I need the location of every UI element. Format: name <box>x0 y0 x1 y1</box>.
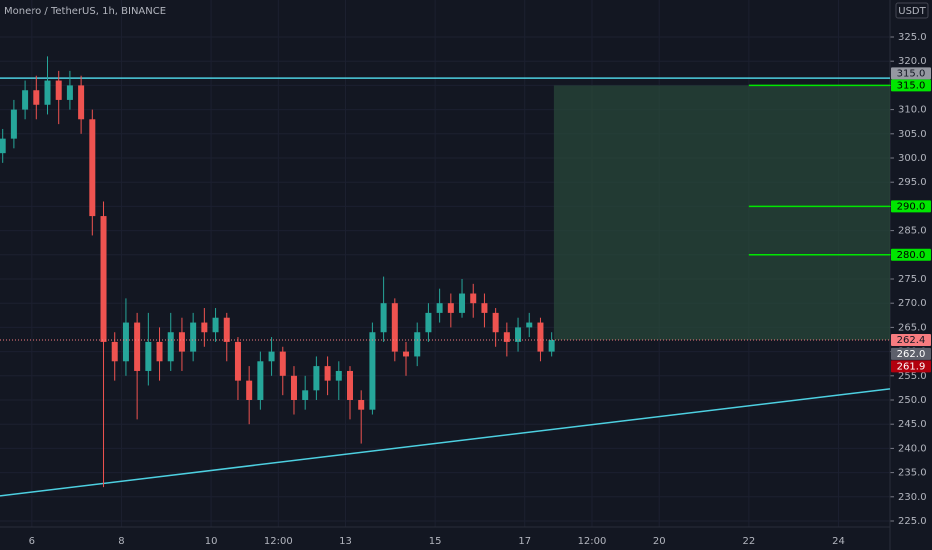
candle-body <box>111 341 118 362</box>
candle-body <box>10 109 17 139</box>
x-tick-label: 13 <box>339 536 352 547</box>
candle-body <box>459 293 466 313</box>
candle-body <box>22 90 29 110</box>
price-label-bg <box>891 347 931 360</box>
y-tick-label: 240.0 <box>898 443 927 454</box>
candle-body <box>167 332 174 362</box>
candle-body <box>201 322 208 333</box>
x-tick-label: 6 <box>29 536 35 547</box>
price-label: 262.4 <box>897 335 926 346</box>
candle-body <box>212 317 219 333</box>
price-label-bg <box>891 360 931 373</box>
candle-body <box>290 375 297 400</box>
candle-body <box>302 390 309 400</box>
candle-body <box>134 322 141 371</box>
y-tick-label: 270.0 <box>898 298 927 309</box>
candle-body <box>178 332 185 352</box>
currency-label: USDT <box>898 6 926 17</box>
y-tick-label: 285.0 <box>898 226 927 237</box>
candle-body <box>89 119 96 217</box>
candle-body <box>156 341 163 362</box>
candle-body <box>100 216 107 342</box>
price-label: 262.0 <box>897 349 926 360</box>
y-tick-label: 230.0 <box>898 492 927 503</box>
y-tick-label: 305.0 <box>898 129 927 140</box>
x-tick-label: 10 <box>205 536 218 547</box>
position-box <box>553 85 890 340</box>
x-tick-label: 12:00 <box>578 536 607 547</box>
price-label-bg <box>891 200 931 213</box>
candle-body <box>33 90 40 105</box>
candle-body <box>246 380 253 400</box>
y-tick-label: 275.0 <box>898 274 927 285</box>
y-tick-label: 310.0 <box>898 105 927 116</box>
candle-body <box>279 351 286 376</box>
candle-body <box>358 400 365 410</box>
candle-body <box>190 322 197 352</box>
x-tick-label: 8 <box>118 536 124 547</box>
price-label: 261.9 <box>897 361 926 372</box>
candle-body <box>537 322 544 352</box>
currency-box <box>895 2 929 19</box>
candle-body <box>78 85 85 120</box>
y-tick-label: 295.0 <box>898 177 927 188</box>
x-tick-label: 12:00 <box>264 536 293 547</box>
candle-body <box>403 351 410 357</box>
candle-body <box>492 312 499 333</box>
candle-body <box>346 370 353 400</box>
candle-body <box>436 303 443 313</box>
candle-body <box>324 366 331 381</box>
y-tick-label: 235.0 <box>898 468 927 479</box>
price-label: 315.0 <box>897 68 926 79</box>
y-tick-label: 255.0 <box>898 371 927 382</box>
trend-line <box>0 388 891 497</box>
candle-body <box>391 303 398 352</box>
candle-body <box>66 85 73 100</box>
candle-body <box>447 303 454 313</box>
x-tick-label: 15 <box>429 536 442 547</box>
price-label-bg <box>891 67 931 80</box>
candle-body <box>503 332 510 342</box>
y-tick-label: 265.0 <box>898 322 927 333</box>
x-tick-label: 20 <box>653 536 666 547</box>
candle-body <box>122 322 129 362</box>
price-label: 315.0 <box>897 80 926 91</box>
candle-body <box>515 327 522 342</box>
candle-body <box>369 332 376 410</box>
candle-body <box>223 317 230 342</box>
y-tick-label: 300.0 <box>898 153 927 164</box>
y-tick-label: 245.0 <box>898 419 927 430</box>
chart-title: Monero / TetherUS, 1h, BINANCE <box>4 6 166 17</box>
price-label: 280.0 <box>897 250 926 261</box>
price-label-bg <box>891 333 931 346</box>
price-label-bg <box>891 248 931 261</box>
y-tick-label: 325.0 <box>898 32 927 43</box>
candle-body <box>526 322 533 328</box>
candle-body <box>414 332 421 357</box>
candle-body <box>313 366 320 391</box>
x-tick-label: 24 <box>832 536 845 547</box>
candle-body <box>425 312 432 333</box>
candle-body <box>335 370 342 381</box>
candle-body <box>234 341 241 381</box>
y-tick-label: 250.0 <box>898 395 927 406</box>
x-tick-label: 22 <box>742 536 755 547</box>
candle-body <box>268 351 275 362</box>
y-tick-label: 320.0 <box>898 56 927 67</box>
price-label-bg <box>891 79 931 92</box>
candle-body <box>257 361 264 400</box>
x-tick-label: 17 <box>518 536 531 547</box>
candle-body <box>55 80 62 100</box>
candle-body <box>0 138 6 154</box>
y-tick-label: 225.0 <box>898 516 927 527</box>
candle-body <box>470 293 477 304</box>
candle-body <box>145 341 152 371</box>
candle-body <box>380 303 387 333</box>
candle-body <box>481 303 488 313</box>
candle-body <box>44 80 51 105</box>
price-label: 290.0 <box>897 201 926 212</box>
candle-body <box>548 339 555 352</box>
